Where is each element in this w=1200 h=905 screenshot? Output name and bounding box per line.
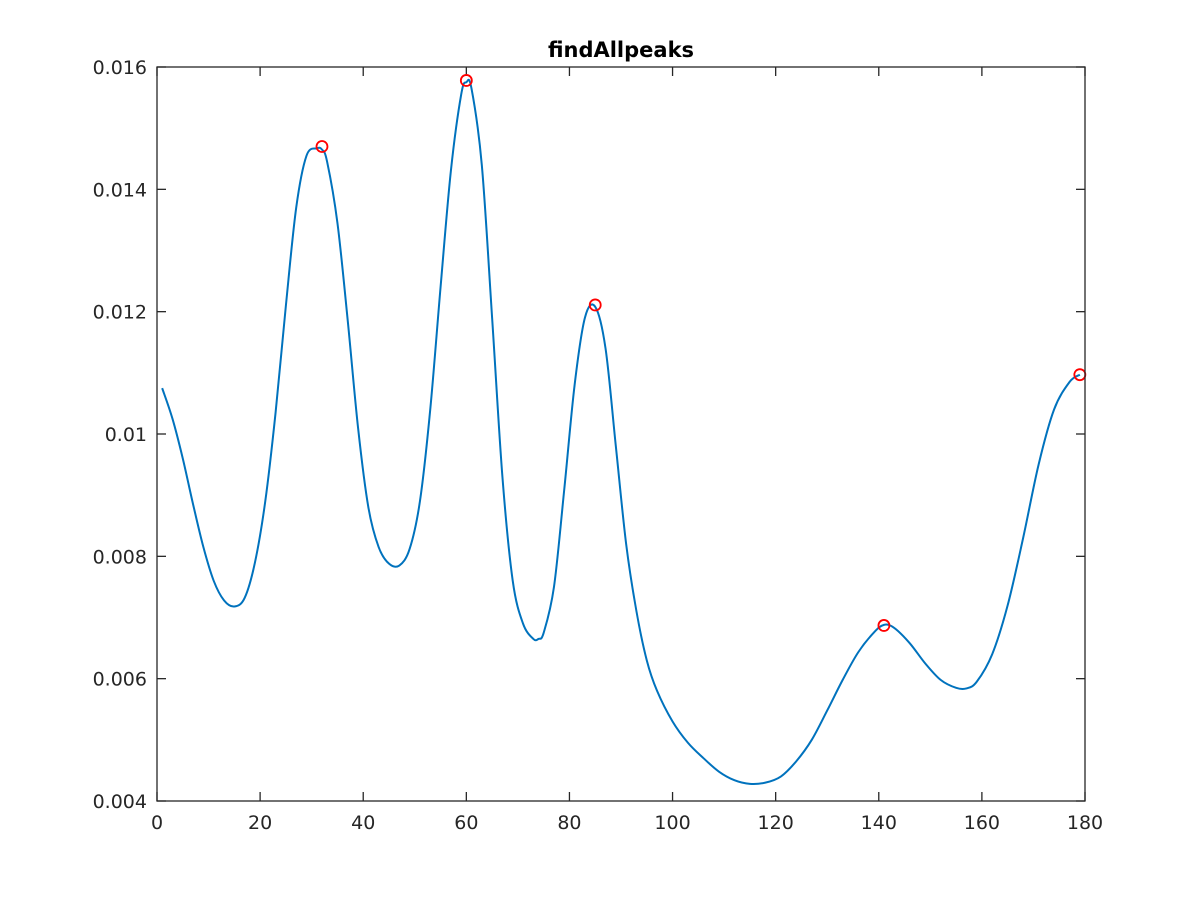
x-tick-label: 140 xyxy=(861,812,897,834)
x-tick-label: 100 xyxy=(654,812,690,834)
y-tick-label: 0.012 xyxy=(93,302,147,324)
y-tick-label: 0.006 xyxy=(93,669,147,691)
axes-background xyxy=(157,67,1085,801)
series-line xyxy=(161,78,1081,786)
y-tick-label: 0.01 xyxy=(105,424,147,446)
y-tick-label: 0.004 xyxy=(93,791,147,813)
x-tick-label: 0 xyxy=(151,812,163,834)
peak-marker xyxy=(588,298,602,312)
x-tick-label: 120 xyxy=(758,812,794,834)
axes-box xyxy=(156,66,1086,802)
x-tick-label: 80 xyxy=(557,812,581,834)
x-tick-label: 160 xyxy=(964,812,1000,834)
peak-marker xyxy=(459,74,473,87)
x-tick-label: 20 xyxy=(248,812,272,834)
peak-marker xyxy=(877,619,891,632)
chart-title: findAllpeaks xyxy=(548,38,694,62)
peak-marker xyxy=(315,140,329,153)
x-tick-label: 40 xyxy=(351,812,375,834)
ticks-layer: 0 20 40 60 80 100 120 140 160 180 0.004 0.006 0.008 0… xyxy=(93,57,1104,834)
x-tick-label: 60 xyxy=(454,812,478,834)
series-layer xyxy=(161,78,1081,786)
y-tick-label: 0.016 xyxy=(93,57,147,79)
y-tick-label: 0.008 xyxy=(93,546,147,568)
y-tick-label: 0.014 xyxy=(93,179,147,201)
x-tick-label: 180 xyxy=(1067,812,1103,834)
